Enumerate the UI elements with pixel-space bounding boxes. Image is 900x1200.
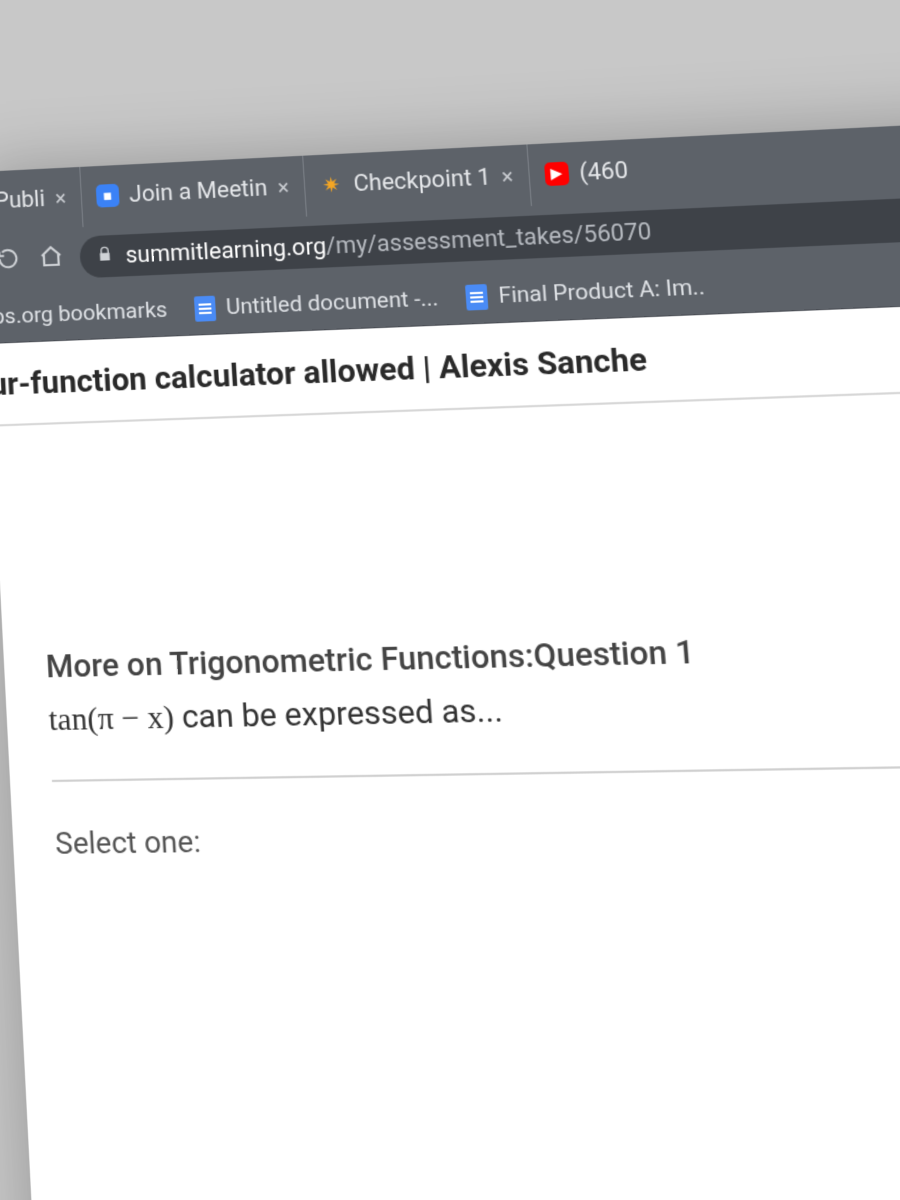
question-body-rest: can be expressed as... <box>173 692 504 737</box>
tab-label: (460 <box>578 157 629 186</box>
lock-icon <box>96 244 114 269</box>
bookmark-final-product[interactable]: Final Product A: Im.. <box>465 274 705 310</box>
close-icon[interactable]: × <box>501 163 514 189</box>
bookmark-psorg[interactable]: ps.org bookmarks <box>0 297 168 329</box>
page-content: ur-function calculator allowed | Alexis … <box>0 300 900 1200</box>
bookmark-label: ps.org bookmarks <box>0 297 168 329</box>
tab-label: Join a Meetin <box>128 175 268 208</box>
tab-label: Checkpoint 1 <box>353 164 492 197</box>
tab-youtube[interactable]: ▶ (460 <box>527 139 646 206</box>
youtube-icon: ▶ <box>544 162 570 187</box>
url-path: /my/assessment_takes/56070 <box>325 218 652 259</box>
url-host: summitlearning.org <box>125 233 327 268</box>
screen-root: Publi × ■ Join a Meetin × ✷ Checkpoint 1… <box>0 118 900 1200</box>
math-expression: tan(π − x) <box>48 700 175 738</box>
bookmark-label: Untitled document -... <box>225 286 439 320</box>
doc-icon <box>465 283 488 310</box>
summit-icon: ✷ <box>319 173 344 197</box>
tab-label: Publi <box>0 186 46 214</box>
tab-checkpoint[interactable]: ✷ Checkpoint 1 × <box>303 144 532 216</box>
tab-public[interactable]: Publi × <box>0 167 83 232</box>
bookmark-label: Final Product A: Im.. <box>498 274 706 308</box>
select-one-prompt: Select one: <box>12 811 900 862</box>
spacer <box>0 387 900 649</box>
home-icon[interactable] <box>36 244 66 274</box>
close-icon[interactable]: × <box>55 185 67 210</box>
question-body: tan(π − x) can be expressed as... <box>48 680 900 739</box>
reload-icon[interactable] <box>0 247 23 275</box>
url-text: summitlearning.org/my/assessment_takes/5… <box>125 218 653 268</box>
zoom-icon: ■ <box>95 184 119 208</box>
close-icon[interactable]: × <box>277 174 290 200</box>
doc-icon <box>194 295 217 321</box>
tab-zoom[interactable]: ■ Join a Meetin × <box>80 156 307 227</box>
divider <box>52 764 900 783</box>
bookmark-untitled-doc[interactable]: Untitled document -... <box>194 286 439 322</box>
